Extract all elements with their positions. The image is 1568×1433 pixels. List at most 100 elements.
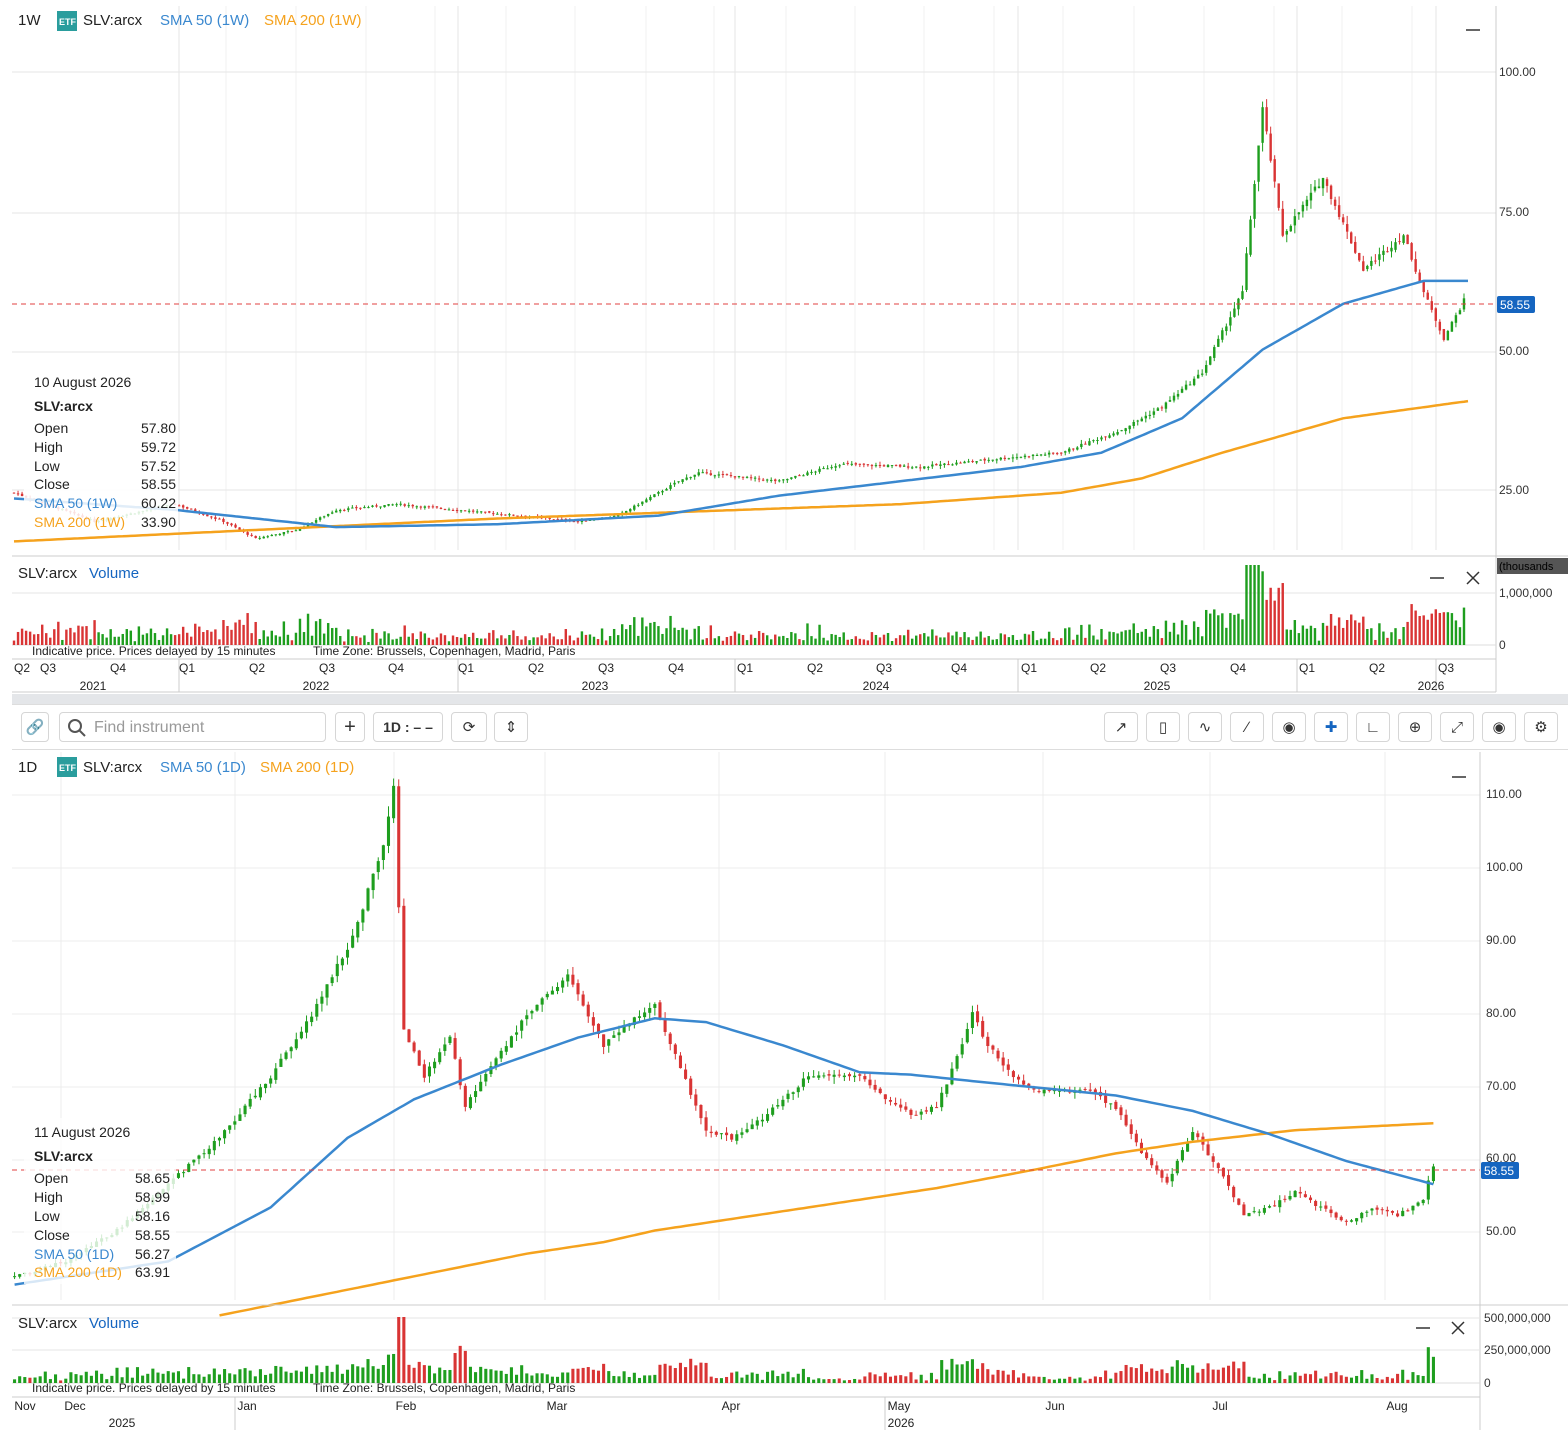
weekly-quarter-label: Q4 bbox=[110, 661, 126, 675]
daily-price-pane[interactable] bbox=[12, 752, 1480, 1317]
camera-icon[interactable]: ◉ bbox=[1482, 712, 1516, 742]
search-input[interactable] bbox=[92, 716, 321, 740]
share-icon[interactable]: ↗ bbox=[1104, 712, 1138, 742]
crosshair-icon[interactable]: ✚ bbox=[1314, 712, 1348, 742]
volume-bar bbox=[448, 1369, 452, 1383]
volume-bar bbox=[970, 1359, 974, 1383]
volume-bar bbox=[550, 1376, 554, 1383]
eye-icon[interactable]: ◉ bbox=[1272, 712, 1306, 742]
interval-button[interactable]: 1D : – – bbox=[373, 712, 443, 742]
info-sma50-label: SMA 50 (1W) bbox=[34, 495, 117, 511]
candle-body bbox=[475, 511, 479, 513]
candle-body bbox=[1317, 186, 1321, 189]
info-open-label: Open bbox=[34, 420, 68, 436]
candle-body bbox=[207, 1148, 211, 1155]
candle-body bbox=[206, 514, 209, 517]
volume-bar bbox=[431, 639, 435, 645]
draw-line-icon[interactable]: ∕ bbox=[1230, 712, 1264, 742]
volume-bar bbox=[190, 636, 193, 645]
link-icon[interactable]: 🔗 bbox=[21, 712, 49, 742]
etf-badge-text: ETF bbox=[59, 763, 77, 773]
candle-body bbox=[657, 491, 660, 494]
volume-bar bbox=[1233, 614, 1236, 645]
candle-body bbox=[766, 1114, 770, 1121]
weekly-quarter-label: Q1 bbox=[458, 661, 474, 675]
volume-bar bbox=[1277, 587, 1280, 645]
candle-body bbox=[1083, 1088, 1087, 1090]
weekly-sma200-line bbox=[13, 399, 1469, 543]
chart-toolbar: 🔗 + 1D : – – ⟳ ⇕ ↗ ▯ ∿ ∕ ◉ ✚ ∟ ⊕ ⤢ ◉ ⚙ bbox=[12, 704, 1568, 750]
volume-bar bbox=[685, 629, 688, 645]
curve-tool-icon[interactable]: ∟ bbox=[1356, 712, 1390, 742]
volume-bar bbox=[853, 1378, 857, 1383]
volume-bar bbox=[258, 638, 261, 645]
volume-bar bbox=[1273, 600, 1276, 645]
volume-bar bbox=[125, 629, 128, 645]
volume-bar bbox=[1109, 1378, 1113, 1383]
volume-bar bbox=[130, 1377, 134, 1383]
volume-bar bbox=[1168, 631, 1172, 645]
info-date: 11 August 2026 bbox=[34, 1124, 130, 1140]
volume-bar bbox=[1192, 621, 1196, 645]
compare-arrows-icon[interactable]: ⇕ bbox=[494, 712, 528, 742]
candle-body bbox=[407, 505, 410, 507]
volume-bar bbox=[981, 1363, 985, 1383]
candle-body bbox=[987, 459, 990, 461]
volume-bar bbox=[165, 628, 169, 645]
volume-bar bbox=[57, 621, 60, 645]
etf-icon bbox=[57, 11, 77, 31]
indicators-icon[interactable]: ∿ bbox=[1188, 712, 1222, 742]
volume-bar bbox=[451, 635, 455, 645]
refresh-icon[interactable]: ⟳ bbox=[451, 712, 487, 742]
candle-body bbox=[1247, 1213, 1251, 1217]
weekly-volume-pane[interactable] bbox=[12, 565, 1496, 646]
weekly-ytick: 100.00 bbox=[1499, 65, 1536, 79]
volume-bar bbox=[61, 639, 64, 645]
fullscreen-icon[interactable]: ⤢ bbox=[1440, 712, 1474, 742]
etf-badge-text: ETF bbox=[59, 17, 77, 27]
candle-body bbox=[1416, 1202, 1420, 1206]
candle-body bbox=[18, 1274, 22, 1277]
find-instrument-search[interactable] bbox=[59, 712, 326, 742]
volume-bar bbox=[1116, 633, 1119, 645]
add-button[interactable]: + bbox=[335, 712, 365, 742]
volume-bar bbox=[250, 633, 253, 645]
candle-body bbox=[847, 1074, 852, 1077]
volume-bar bbox=[1016, 1377, 1021, 1383]
candle-body bbox=[330, 977, 334, 984]
candle-body bbox=[427, 506, 431, 508]
volume-bar bbox=[673, 627, 676, 645]
volume-bar bbox=[1261, 571, 1264, 645]
candle-body bbox=[176, 1173, 181, 1178]
volume-bar bbox=[1180, 1363, 1184, 1383]
volume-bar bbox=[151, 1368, 155, 1383]
volume-bar bbox=[699, 1362, 703, 1383]
info-date: 10 August 2026 bbox=[34, 374, 132, 390]
candle-body bbox=[858, 463, 862, 465]
zoom-icon[interactable]: ⊕ bbox=[1398, 712, 1432, 742]
chart-type-icon[interactable]: ▯ bbox=[1146, 712, 1180, 742]
volume-bar bbox=[520, 639, 523, 645]
daily-volume-pane[interactable] bbox=[12, 1317, 1480, 1384]
volume-bar bbox=[1145, 1371, 1149, 1383]
settings-gear-icon[interactable]: ⚙ bbox=[1524, 712, 1558, 742]
candle-body bbox=[658, 1002, 662, 1018]
candle-body bbox=[714, 1131, 718, 1135]
volume-bar bbox=[794, 633, 797, 645]
volume-bar bbox=[330, 1371, 334, 1383]
volume-bar bbox=[1119, 1371, 1123, 1383]
weekly-price-pane[interactable] bbox=[12, 6, 1496, 550]
volume-bar bbox=[568, 635, 572, 645]
volume-bar bbox=[386, 1354, 391, 1383]
candle-body bbox=[566, 974, 570, 982]
daily-volume-close-icon[interactable] bbox=[1451, 1321, 1465, 1335]
candle-body bbox=[1092, 440, 1095, 442]
volume-bar bbox=[89, 1375, 93, 1383]
candle-body bbox=[886, 465, 890, 468]
volume-bar bbox=[1314, 1370, 1318, 1383]
daily-timezone-note: Time Zone: Brussels, Copenhagen, Madrid,… bbox=[313, 1381, 575, 1395]
weekly-volume-close-icon[interactable] bbox=[1466, 571, 1480, 585]
volume-bar bbox=[919, 634, 922, 645]
candle-body bbox=[270, 534, 273, 537]
volume-bar bbox=[883, 1372, 887, 1383]
